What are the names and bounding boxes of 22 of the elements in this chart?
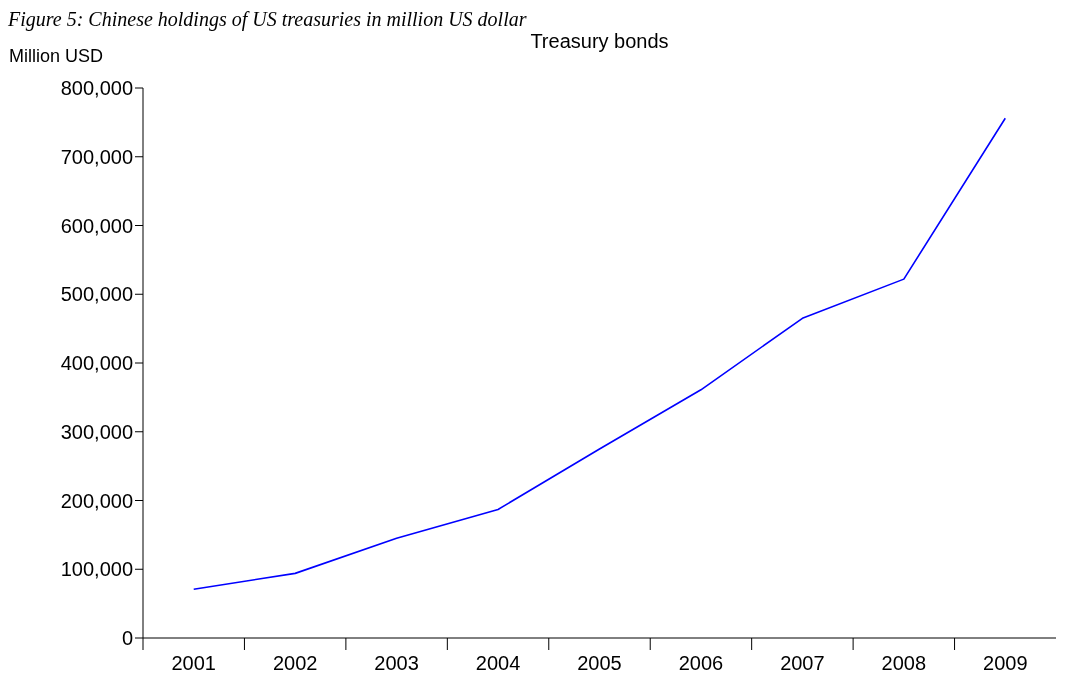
- y-tick-label: 600,000: [60, 214, 133, 237]
- x-tick-label: 2006: [678, 652, 724, 674]
- y-tick-label: 300,000: [60, 420, 133, 443]
- x-tick-label: 2001: [171, 652, 216, 674]
- x-tick-label: 2004: [475, 652, 521, 674]
- y-tick-label: 800,000: [60, 77, 133, 100]
- x-tick-label: 2009: [983, 652, 1028, 674]
- y-tick-label: 200,000: [60, 489, 133, 512]
- x-tick-label: 2008: [881, 652, 927, 674]
- x-tick-label: 2007: [780, 652, 825, 674]
- x-tick-label: 2002: [272, 652, 318, 674]
- y-axis-title: Million USD: [9, 46, 104, 67]
- x-tick-label: 2005: [577, 652, 622, 674]
- y-tick-label: 0: [121, 627, 133, 650]
- caption: Figure 5: Chinese holdings of US treasuries in million US dollar: [8, 8, 527, 31]
- chart-title: Treasury bonds: [529, 30, 670, 53]
- y-tick-label: 700,000: [60, 145, 133, 168]
- y-tick-label: 500,000: [60, 283, 133, 306]
- line-series: [192, 117, 1007, 590]
- x-tick-label: 2003: [374, 652, 419, 674]
- y-tick-label: 400,000: [60, 352, 133, 375]
- y-tick-label: 100,000: [60, 558, 133, 581]
